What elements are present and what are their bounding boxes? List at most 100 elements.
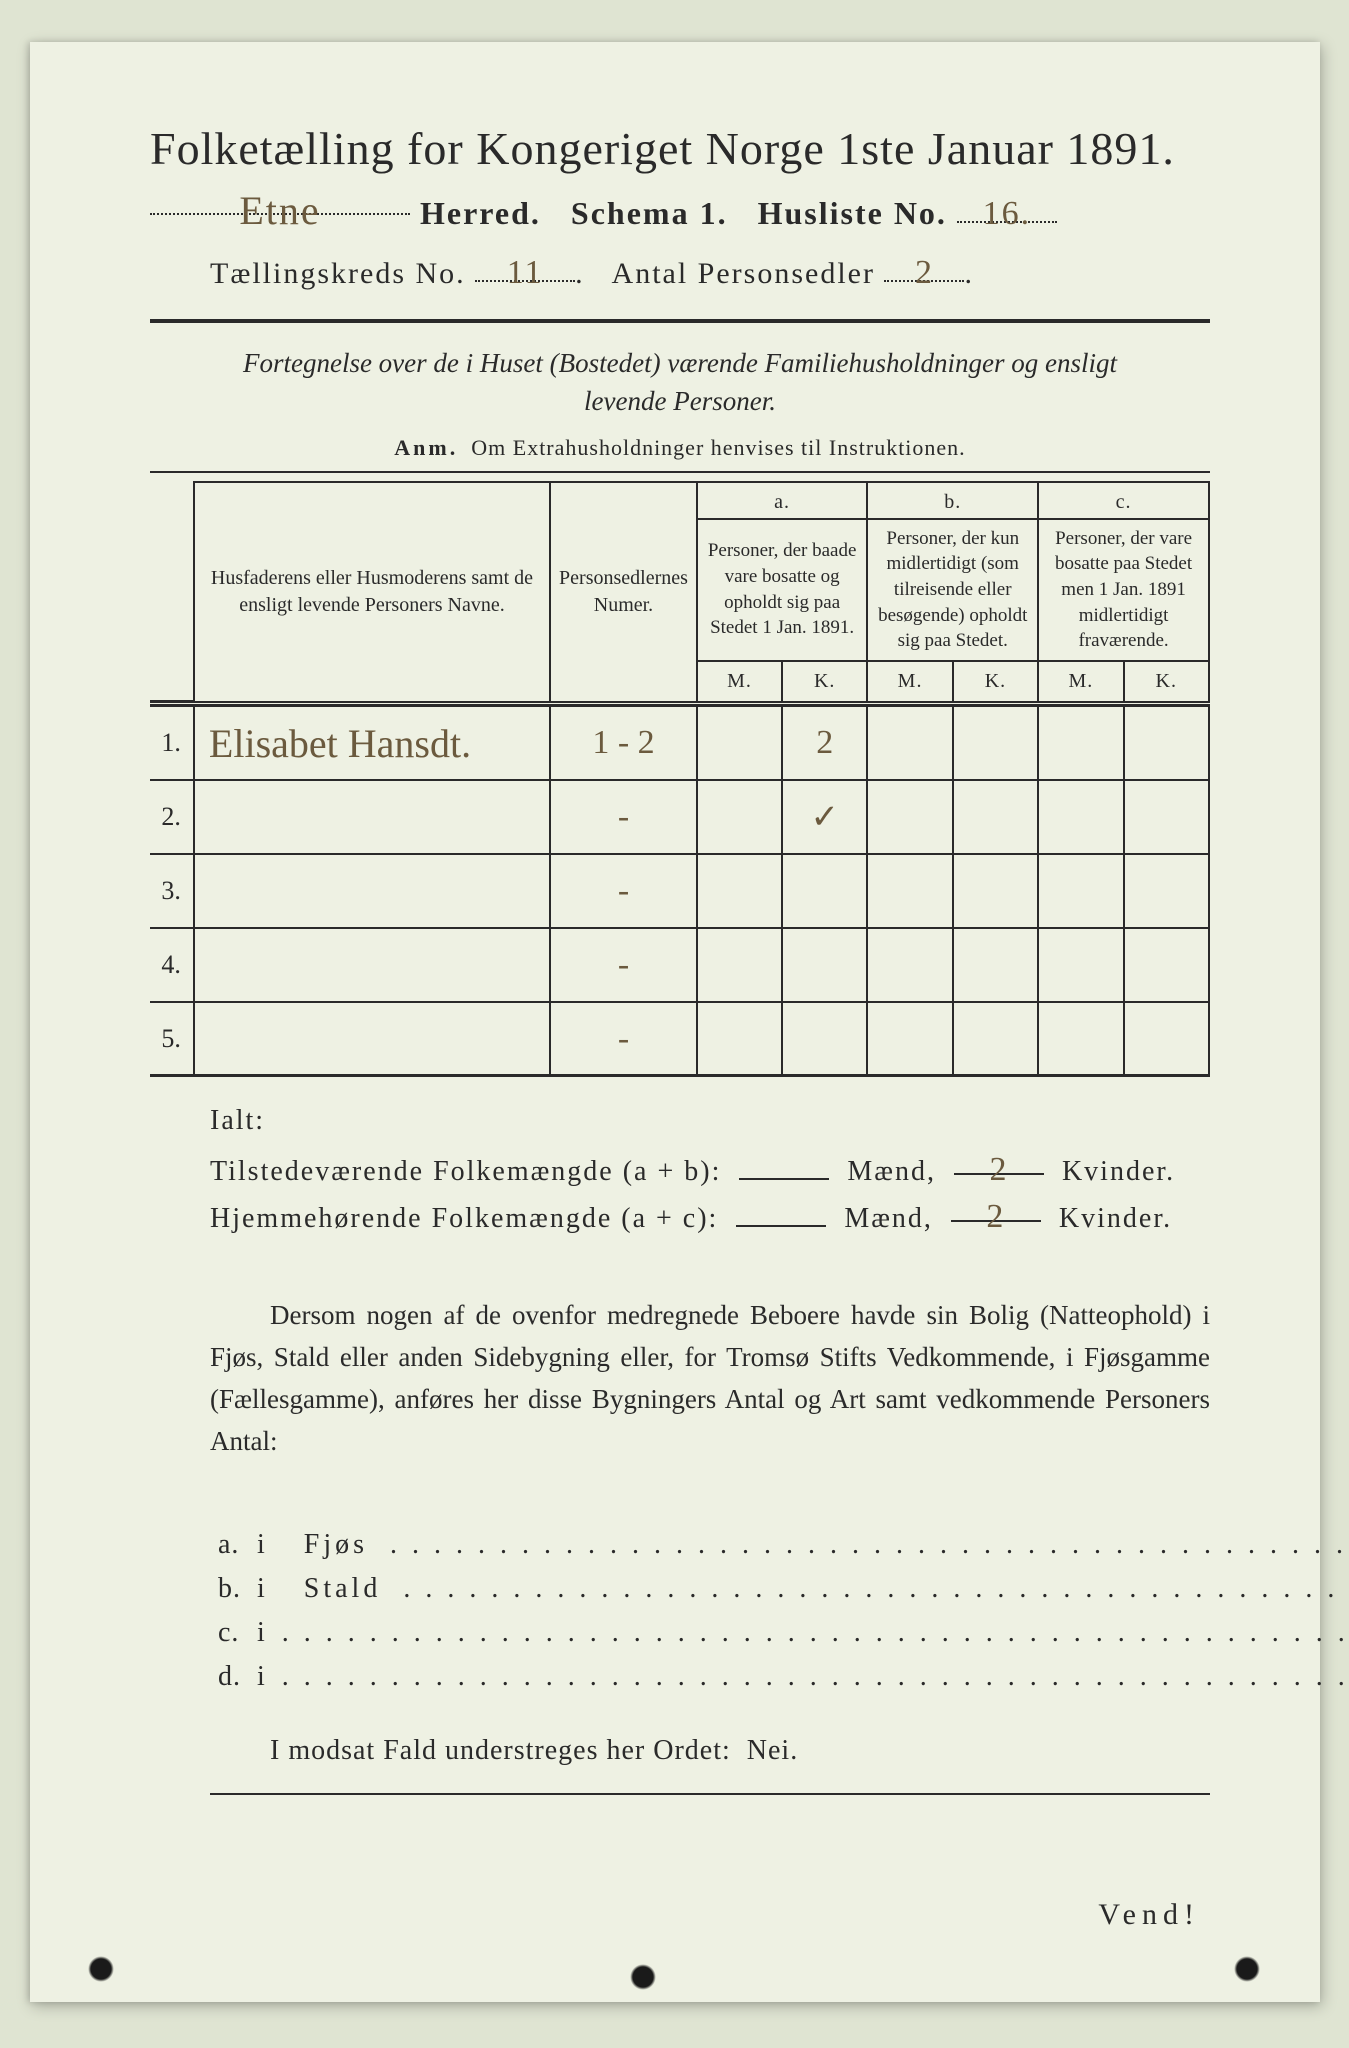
fortegnelse-heading: Fortegnelse over de i Huset (Bostedet) v… [150, 345, 1210, 421]
b-k [953, 780, 1038, 854]
col-header-numer: Personsedlernes Numer. [550, 482, 697, 702]
c-m [1038, 928, 1123, 1002]
a-k [782, 854, 867, 928]
b-m [867, 928, 952, 1002]
mk-k: K. [1124, 661, 1209, 702]
outbuilding-row: c.i . . . . . . . . . . . . . . . . . . … [210, 1611, 1349, 1655]
household-table: Husfaderens eller Husmoderens samt de en… [150, 481, 1210, 1078]
a-m [697, 854, 782, 928]
divider [210, 1793, 1210, 1795]
c-m [1038, 706, 1123, 780]
a-k [782, 928, 867, 1002]
out-key: c. [210, 1611, 249, 1655]
punch-hole [1234, 1956, 1260, 1982]
modsat-line: I modsat Fald understreges her Ordet: Ne… [150, 1735, 1210, 1767]
outbuilding-table: Mænd. Kvinder. a.i Fjøs . . . . . . . . … [150, 1481, 1210, 1699]
name-cell: Elisabet Hansdt. [194, 706, 550, 780]
col-a-desc: Personer, der baade vare bosatte og opho… [697, 519, 867, 661]
b-m [867, 1002, 952, 1076]
b-k [953, 928, 1038, 1002]
a-k: 2 [782, 706, 867, 780]
col-c-desc: Personer, der vare bosatte paa Stedet me… [1038, 519, 1209, 661]
table-row: 3. - [150, 854, 1209, 928]
outbuilding-row: d.i . . . . . . . . . . . . . . . . . . … [210, 1655, 1349, 1699]
antal-label: Antal Personsedler [612, 257, 875, 290]
c-k [1124, 706, 1209, 780]
name-cell [194, 1002, 550, 1076]
husliste-value: 16. [983, 195, 1032, 232]
ialt-label: Ialt: [210, 1105, 1210, 1137]
kreds-label: Tællingskreds No. [210, 257, 466, 290]
row-number: 3. [150, 854, 194, 928]
mk-k: K. [782, 661, 867, 702]
nei-word: Nei. [747, 1735, 798, 1766]
c-k [1124, 854, 1209, 928]
name-cell [194, 780, 550, 854]
col-header-names: Husfaderens eller Husmoderens samt de en… [194, 482, 550, 702]
page-title: Folketælling for Kongeriget Norge 1ste J… [150, 122, 1210, 175]
dersom-paragraph: Dersom nogen af de ovenfor medregnede Be… [150, 1295, 1210, 1462]
mk-k: K. [953, 661, 1038, 702]
col-a-label: a. [697, 482, 867, 519]
outbuilding-row: a.i Fjøs . . . . . . . . . . . . . . . .… [210, 1523, 1349, 1567]
col-c-label: c. [1038, 482, 1209, 519]
num-cell: 1 - 2 [550, 706, 697, 780]
b-k [953, 854, 1038, 928]
num-cell: - [550, 780, 697, 854]
c-k [1124, 780, 1209, 854]
b-m [867, 780, 952, 854]
out-i: i [249, 1567, 274, 1611]
a-k [782, 1002, 867, 1076]
herred-value: Etne [239, 188, 320, 233]
name-cell [194, 854, 550, 928]
a-m [697, 1002, 782, 1076]
header-line-2: Tællingskreds No. 11. Antal Personsedler… [150, 254, 1210, 291]
out-i: i [249, 1655, 274, 1699]
b-k [953, 706, 1038, 780]
num-cell: - [550, 854, 697, 928]
row-number: 2. [150, 780, 194, 854]
table-row: 1.Elisabet Hansdt.1 - 2 2 [150, 706, 1209, 780]
totals-block: Ialt: Tilstedeværende Folkemængde (a + b… [150, 1105, 1210, 1235]
out-type: Stald . . . . . . . . . . . . . . . . . … [274, 1567, 1349, 1611]
out-type: . . . . . . . . . . . . . . . . . . . . … [274, 1655, 1349, 1699]
mk-m: M. [1038, 661, 1123, 702]
outbuilding-row: b.i Stald . . . . . . . . . . . . . . . … [210, 1567, 1349, 1611]
antal-value: 2 [915, 254, 934, 291]
mk-m: M. [867, 661, 952, 702]
punch-hole [88, 1956, 114, 1982]
c-m [1038, 854, 1123, 928]
kreds-value: 11 [507, 254, 544, 291]
mk-m: M. [697, 661, 782, 702]
punch-hole [630, 1964, 656, 1990]
b-k [953, 1002, 1038, 1076]
c-k [1124, 1002, 1209, 1076]
col-b-label: b. [867, 482, 1038, 519]
a-m [697, 928, 782, 1002]
table-row: 5. - [150, 1002, 1209, 1076]
out-key: d. [210, 1655, 249, 1699]
row-number: 4. [150, 928, 194, 1002]
row-number: 1. [150, 706, 194, 780]
num-cell: - [550, 928, 697, 1002]
col-b-desc: Personer, der kun midlertidigt (som tilr… [867, 519, 1038, 661]
divider [150, 319, 1210, 323]
herred-label: Herred. [420, 195, 541, 231]
c-m [1038, 1002, 1123, 1076]
anm-note: Anm. Om Extrahusholdninger henvises til … [150, 435, 1210, 461]
a-m [697, 780, 782, 854]
out-i: i [249, 1611, 274, 1655]
divider [150, 471, 1210, 473]
out-type: . . . . . . . . . . . . . . . . . . . . … [274, 1611, 1349, 1655]
num-cell: - [550, 1002, 697, 1076]
header-line-1: Etne Herred. Schema 1. Husliste No. 16. [150, 187, 1210, 232]
table-row: 2.-✓ [150, 780, 1209, 854]
out-i: i [249, 1523, 274, 1567]
totals-row-2: Hjemmehørende Folkemængde (a + c): Mænd,… [210, 1198, 1210, 1235]
row-number: 5. [150, 1002, 194, 1076]
totals-row-1: Tilstedeværende Folkemængde (a + b): Mæn… [210, 1151, 1210, 1188]
schema-label: Schema 1. [571, 195, 728, 231]
c-m [1038, 780, 1123, 854]
census-form-page: Folketælling for Kongeriget Norge 1ste J… [30, 42, 1320, 2002]
out-type: Fjøs . . . . . . . . . . . . . . . . . .… [274, 1523, 1349, 1567]
